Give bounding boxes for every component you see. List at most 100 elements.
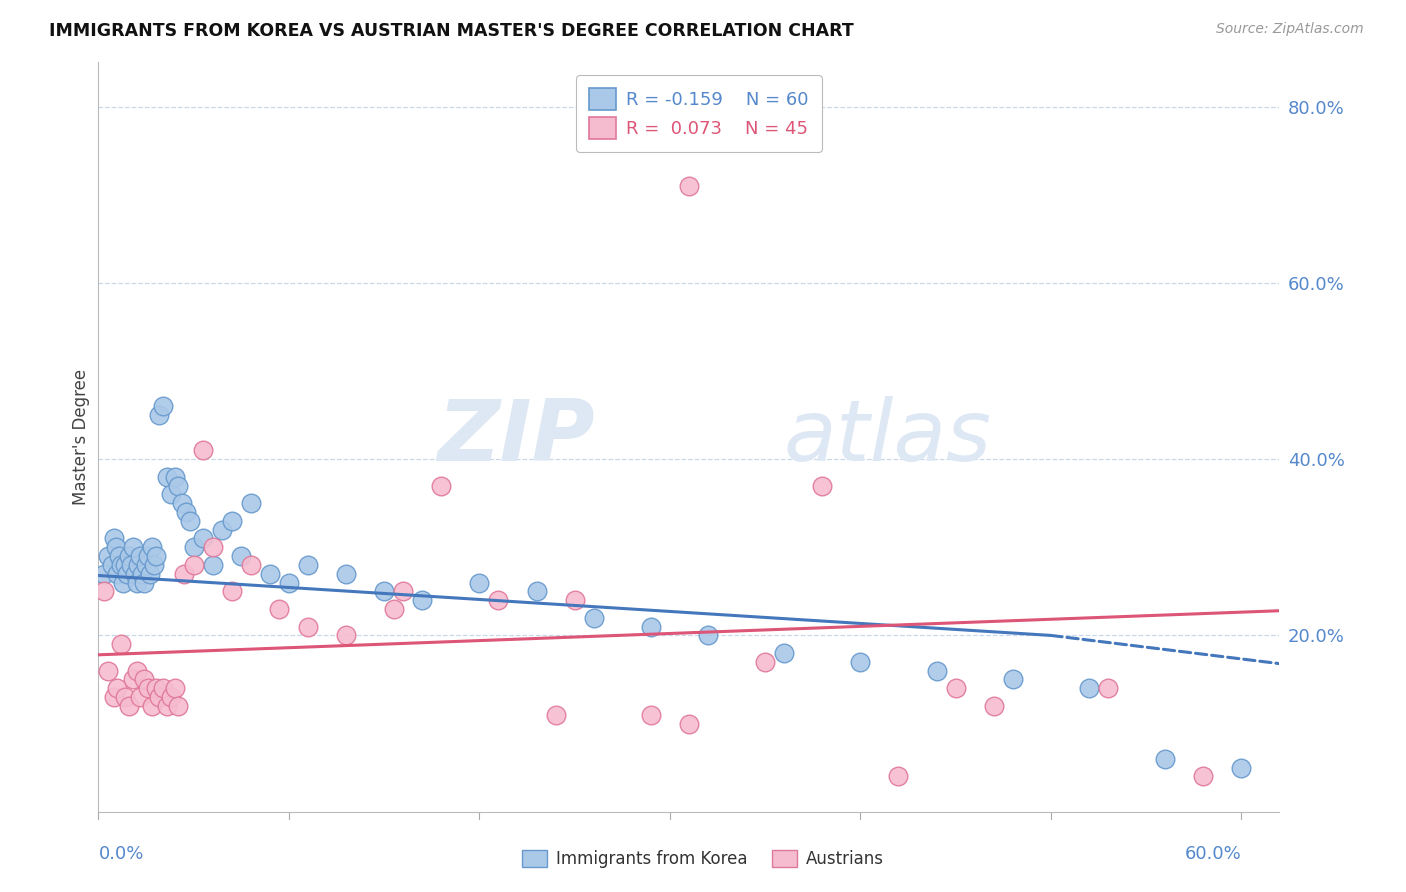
Point bbox=[118, 698, 141, 713]
Point bbox=[193, 532, 215, 546]
Point bbox=[174, 505, 197, 519]
Point bbox=[110, 637, 132, 651]
Point bbox=[114, 558, 136, 572]
Point bbox=[773, 646, 796, 660]
Text: IMMIGRANTS FROM KOREA VS AUSTRIAN MASTER'S DEGREE CORRELATION CHART: IMMIGRANTS FROM KOREA VS AUSTRIAN MASTER… bbox=[49, 22, 853, 40]
Point bbox=[754, 655, 776, 669]
Point bbox=[108, 549, 131, 563]
Point bbox=[640, 619, 662, 633]
Point bbox=[156, 698, 179, 713]
Point bbox=[564, 593, 586, 607]
Point bbox=[172, 496, 194, 510]
Point bbox=[269, 602, 291, 616]
Point bbox=[1097, 681, 1119, 696]
Point bbox=[678, 178, 700, 193]
Point bbox=[382, 602, 405, 616]
Point bbox=[373, 584, 395, 599]
Point bbox=[103, 532, 125, 546]
Text: atlas: atlas bbox=[783, 395, 991, 479]
Point bbox=[811, 478, 834, 492]
Point bbox=[142, 558, 165, 572]
Point bbox=[159, 690, 181, 705]
Point bbox=[297, 558, 319, 572]
Point bbox=[148, 408, 170, 422]
Point bbox=[582, 611, 605, 625]
Text: 0.0%: 0.0% bbox=[98, 846, 143, 863]
Point bbox=[97, 664, 120, 678]
Point bbox=[221, 514, 243, 528]
Point bbox=[945, 681, 967, 696]
Point bbox=[121, 673, 143, 687]
Point bbox=[134, 673, 156, 687]
Point bbox=[183, 541, 205, 555]
Point bbox=[112, 575, 135, 590]
Point bbox=[135, 558, 157, 572]
Point bbox=[100, 558, 122, 572]
Point bbox=[124, 566, 146, 581]
Point bbox=[167, 478, 190, 492]
Point bbox=[1230, 761, 1253, 775]
Point bbox=[411, 593, 433, 607]
Point bbox=[392, 584, 415, 599]
Point bbox=[526, 584, 548, 599]
Point bbox=[129, 690, 152, 705]
Legend: R = -0.159    N = 60, R =  0.073    N = 45: R = -0.159 N = 60, R = 0.073 N = 45 bbox=[576, 75, 821, 152]
Point bbox=[239, 558, 262, 572]
Point bbox=[544, 707, 567, 722]
Point bbox=[145, 549, 167, 563]
Point bbox=[335, 566, 357, 581]
Point bbox=[211, 523, 233, 537]
Point bbox=[239, 496, 262, 510]
Point bbox=[468, 575, 491, 590]
Point bbox=[110, 558, 132, 572]
Point bbox=[152, 399, 174, 413]
Point bbox=[277, 575, 299, 590]
Point bbox=[849, 655, 872, 669]
Point bbox=[125, 664, 148, 678]
Point bbox=[134, 575, 156, 590]
Point bbox=[136, 549, 159, 563]
Point bbox=[121, 541, 143, 555]
Point bbox=[297, 619, 319, 633]
Point bbox=[141, 541, 163, 555]
Point bbox=[131, 566, 153, 581]
Point bbox=[163, 469, 186, 483]
Point bbox=[163, 681, 186, 696]
Text: Source: ZipAtlas.com: Source: ZipAtlas.com bbox=[1216, 22, 1364, 37]
Point bbox=[1001, 673, 1024, 687]
Point bbox=[167, 698, 190, 713]
Point bbox=[925, 664, 948, 678]
Point bbox=[136, 681, 159, 696]
Point bbox=[141, 698, 163, 713]
Point bbox=[983, 698, 1005, 713]
Point bbox=[152, 681, 174, 696]
Point bbox=[640, 707, 662, 722]
Point bbox=[127, 558, 149, 572]
Point bbox=[114, 690, 136, 705]
Point bbox=[221, 584, 243, 599]
Legend: Immigrants from Korea, Austrians: Immigrants from Korea, Austrians bbox=[516, 843, 890, 875]
Point bbox=[125, 575, 148, 590]
Point bbox=[179, 514, 201, 528]
Point bbox=[201, 558, 224, 572]
Point bbox=[1154, 752, 1177, 766]
Point bbox=[97, 549, 120, 563]
Point bbox=[107, 566, 129, 581]
Point bbox=[183, 558, 205, 572]
Point bbox=[193, 443, 215, 458]
Point bbox=[335, 628, 357, 642]
Point bbox=[145, 681, 167, 696]
Point bbox=[107, 681, 129, 696]
Point bbox=[173, 566, 195, 581]
Point bbox=[129, 549, 152, 563]
Text: ZIP: ZIP bbox=[437, 395, 595, 479]
Point bbox=[120, 558, 142, 572]
Point bbox=[93, 584, 115, 599]
Point bbox=[103, 690, 125, 705]
Text: 60.0%: 60.0% bbox=[1185, 846, 1241, 863]
Point bbox=[430, 478, 453, 492]
Point bbox=[93, 566, 115, 581]
Point bbox=[259, 566, 281, 581]
Point bbox=[488, 593, 510, 607]
Point bbox=[697, 628, 720, 642]
